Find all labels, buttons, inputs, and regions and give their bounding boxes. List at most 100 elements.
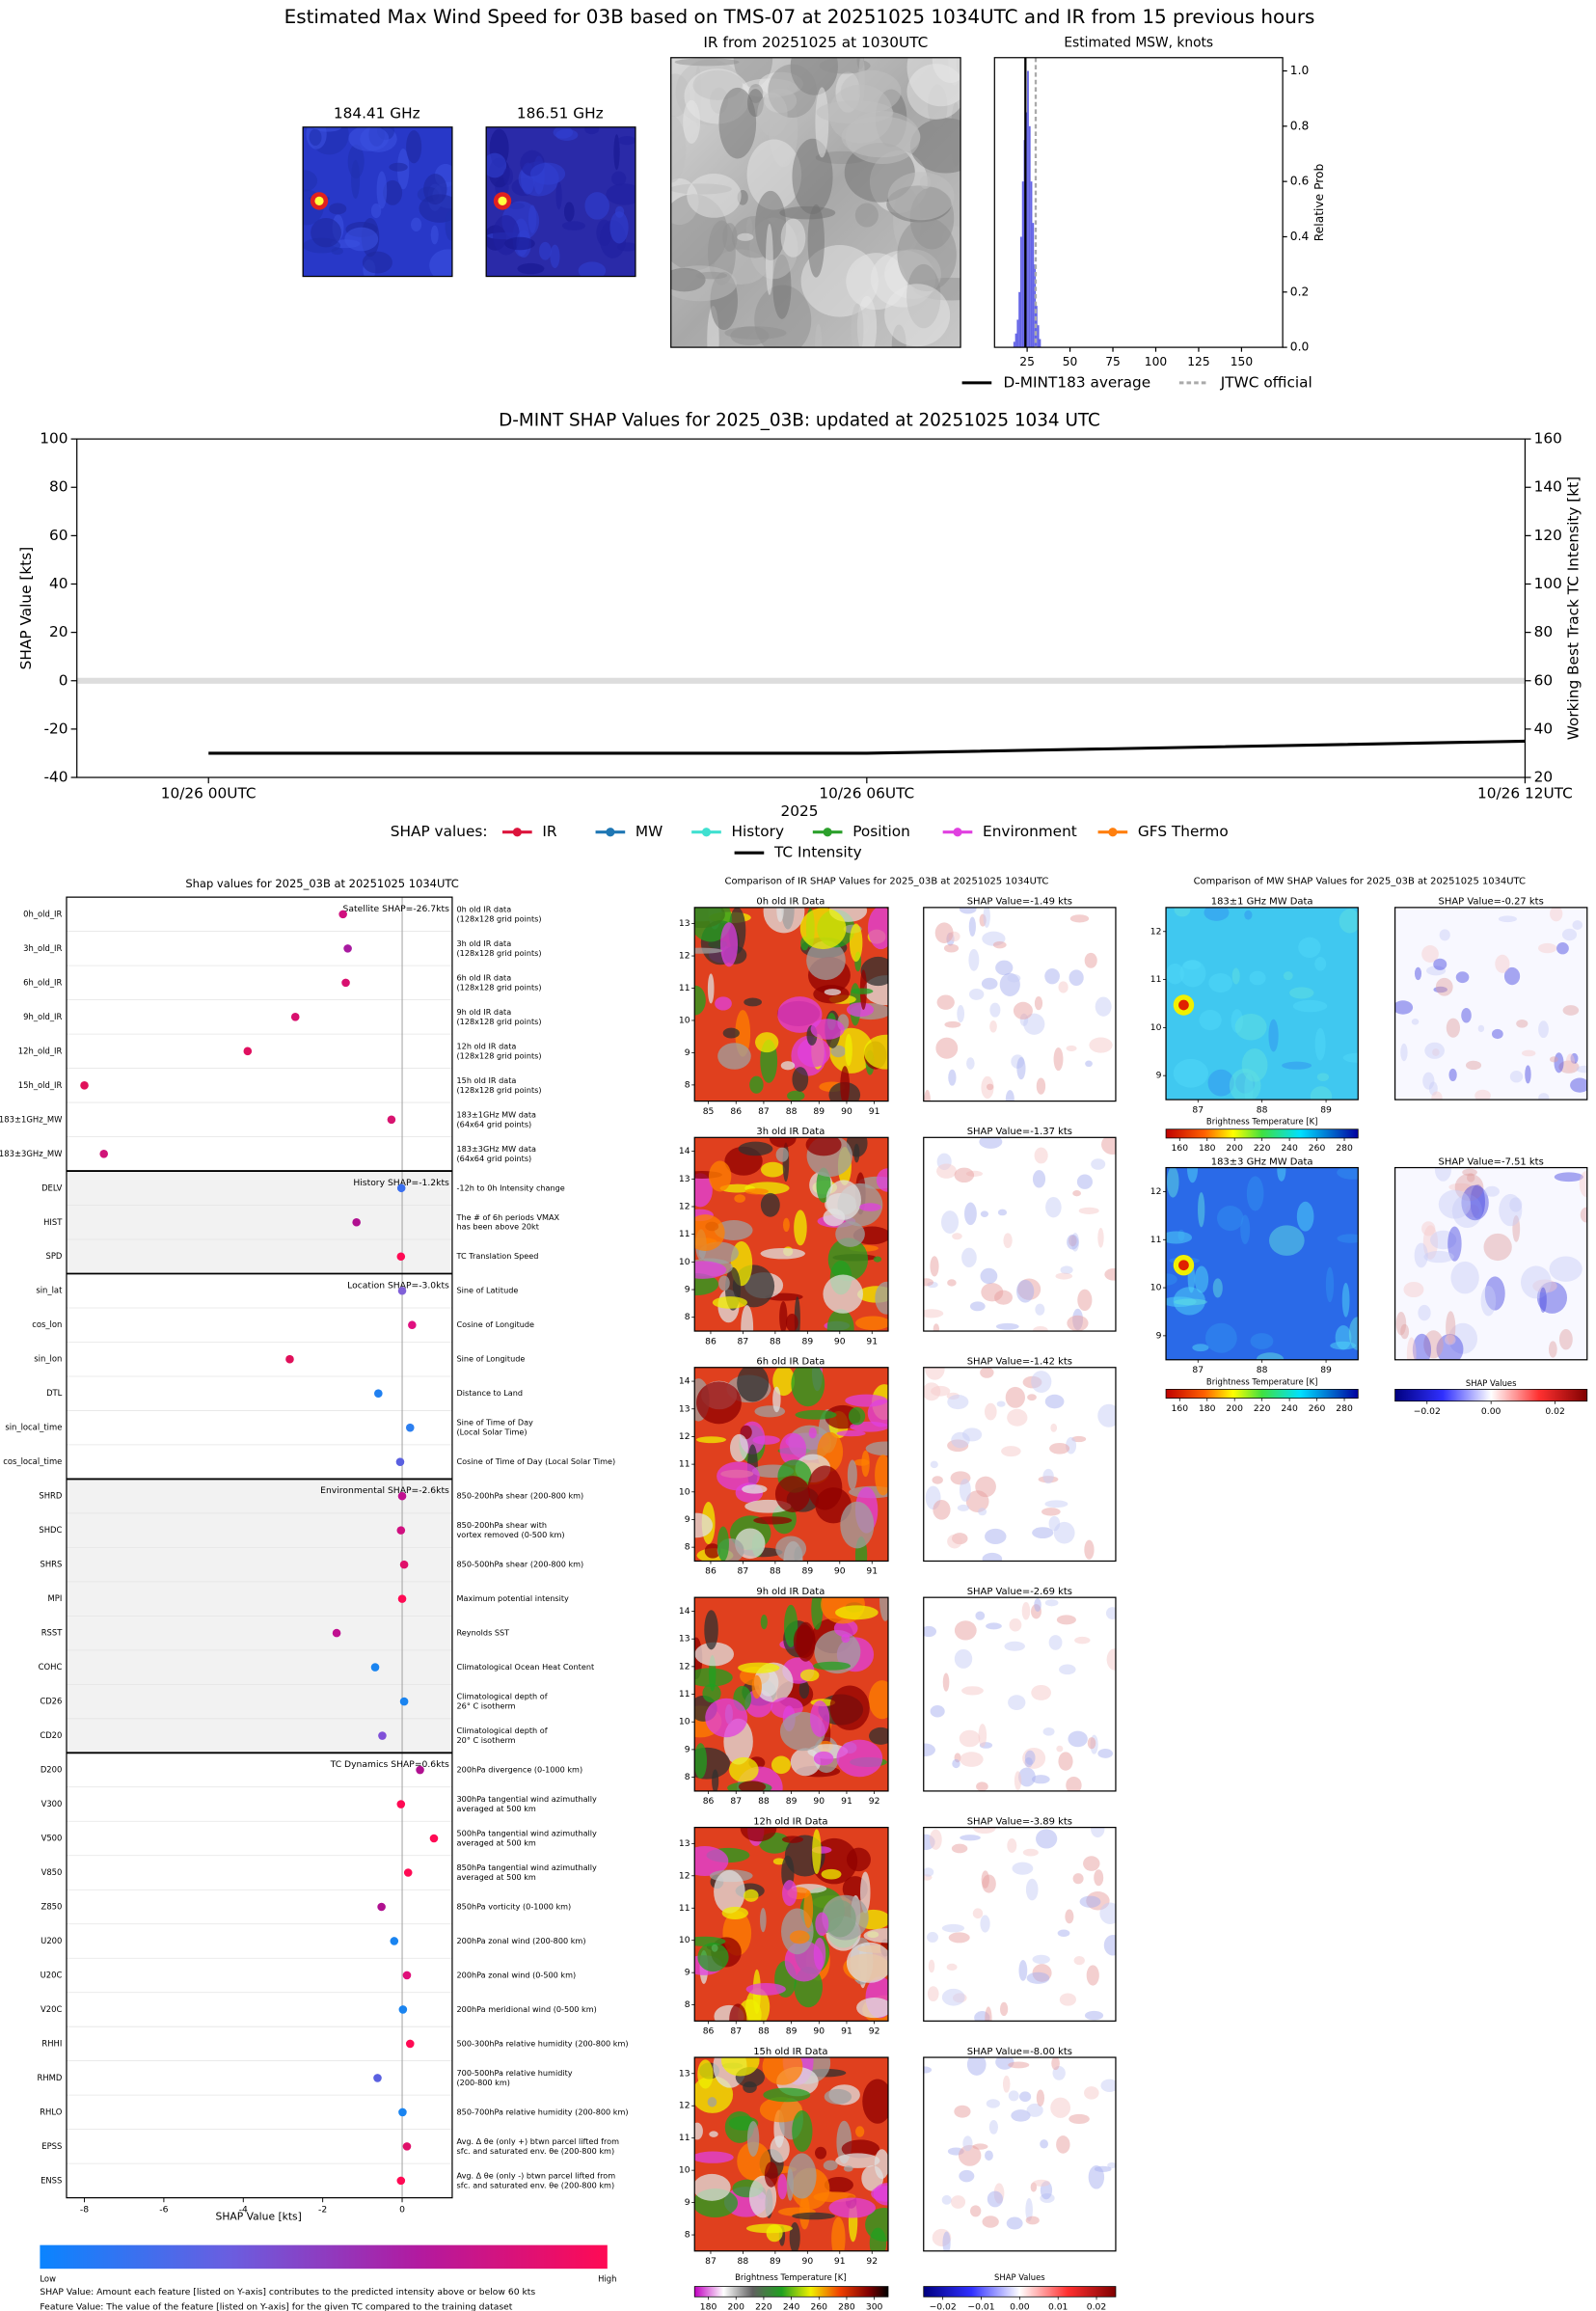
y-tick-label: -20	[43, 720, 68, 737]
image-texture	[811, 1597, 824, 1630]
image-texture	[941, 1210, 960, 1235]
image-texture	[754, 1405, 786, 1418]
image-texture	[757, 92, 788, 137]
image-texture	[879, 1597, 888, 1621]
image-texture	[863, 1928, 888, 1944]
image-texture	[819, 57, 871, 74]
image-frame	[923, 1136, 1117, 1332]
image-texture	[694, 2173, 731, 2201]
x-tick-label: 220	[755, 2302, 772, 2311]
shap-dot	[402, 2142, 412, 2151]
image-texture	[871, 2186, 888, 2202]
x-tick-label: 89	[813, 1106, 825, 1117]
image-texture	[1086, 1965, 1099, 1986]
mw-image	[1166, 1167, 1359, 1360]
feature-label: V850	[41, 1867, 63, 1877]
feature-description: (64x64 grid points)	[457, 1154, 532, 1163]
image-texture	[786, 2167, 794, 2201]
image-texture	[498, 196, 507, 205]
image-texture	[1433, 958, 1447, 970]
image-texture	[1249, 970, 1266, 986]
x-tick-label: 92	[869, 1796, 880, 1807]
shap-image	[923, 1597, 1116, 1791]
image-texture	[555, 181, 562, 210]
feature-description: Distance to Land	[457, 1388, 524, 1398]
y-tick-label: 10	[679, 1717, 690, 1727]
feature-description: 500hPa tangential wind azimuthally	[457, 1829, 598, 1838]
image-texture	[1097, 1403, 1116, 1427]
image-texture	[1431, 1091, 1443, 1101]
image-texture	[975, 1476, 996, 1498]
image-texture	[812, 1829, 822, 1875]
feature-description: Climatological Ocean Heat Content	[457, 1662, 595, 1672]
image-texture	[760, 1161, 785, 1178]
legend-label: Environment	[983, 823, 1077, 840]
image-texture	[1337, 1234, 1359, 1243]
image-texture	[1521, 1049, 1536, 1057]
feature-description: (128x128 grid points)	[457, 1050, 542, 1060]
image-texture	[962, 2135, 973, 2152]
feature-description: Avg. Δ θe (only -) btwn parcel lifted fr…	[457, 2170, 616, 2180]
image-texture	[1411, 1018, 1420, 1025]
image-texture	[930, 1256, 939, 1277]
image-texture	[1084, 952, 1097, 968]
y-tick-label: 10	[1150, 1283, 1162, 1293]
image-texture	[1050, 1423, 1058, 1432]
feature-label: sin_lon	[34, 1354, 62, 1364]
chart-title: Shap values for 2025_03B at 20251025 103…	[185, 877, 458, 890]
colorbar	[1165, 1389, 1359, 1399]
image-texture	[927, 1932, 938, 1944]
image-texture	[887, 172, 955, 221]
feature-description: (64x64 grid points)	[457, 1119, 532, 1128]
image-texture	[947, 1279, 957, 1287]
image-texture	[1536, 1281, 1568, 1314]
image-texture	[979, 1137, 1003, 1149]
image-texture	[1246, 1176, 1264, 1211]
image-texture	[849, 923, 863, 963]
image-texture	[986, 2099, 1000, 2108]
image-texture	[1016, 1056, 1026, 1080]
feature-description: (128x128 grid points)	[457, 913, 542, 923]
x-tick-label: 220	[1254, 1403, 1271, 1414]
image-texture	[923, 1867, 934, 1877]
image-texture	[1549, 1056, 1558, 1063]
y2-axis-label: Working Best Track TC Intensity [kt]	[1564, 476, 1582, 740]
image-texture	[1465, 1204, 1479, 1217]
feature-label: sin_lat	[36, 1286, 63, 1295]
image-texture	[1395, 1311, 1407, 1336]
image-texture	[1167, 1167, 1179, 1198]
image-texture	[985, 1528, 1007, 1545]
image-texture	[941, 2194, 952, 2205]
image-texture	[875, 1455, 888, 1496]
image-texture	[959, 1479, 971, 1502]
image-texture	[1056, 1745, 1064, 1753]
feature-label: SPD	[45, 1251, 62, 1261]
x-tick-label: 220	[1254, 1143, 1271, 1154]
feature-label: Z850	[41, 1901, 63, 1911]
feature-description: The # of 6h periods VMAX	[456, 1212, 560, 1222]
group-label: Location SHAP=-3.0kts	[347, 1280, 449, 1291]
image-texture	[362, 251, 392, 274]
image-texture	[798, 1679, 810, 1699]
legend-marker	[1108, 828, 1118, 837]
feature-description: (128x128 grid points)	[457, 1017, 542, 1026]
ir-image	[694, 1827, 888, 2022]
image-texture	[960, 1752, 984, 1767]
shap-dot	[377, 1902, 386, 1912]
image-texture	[794, 1210, 807, 1246]
image-texture	[1556, 942, 1569, 955]
image-texture	[923, 1382, 941, 1401]
x-tick-label: 50	[1063, 355, 1078, 368]
image-texture	[1570, 1077, 1587, 1093]
image-texture	[777, 996, 823, 1033]
image-texture	[826, 1309, 854, 1332]
image-texture	[950, 2195, 966, 2209]
y-tick-label: 9	[685, 1968, 690, 1978]
image-texture	[1002, 2075, 1011, 2093]
image-texture	[430, 225, 439, 245]
image-texture	[1325, 1266, 1335, 1303]
image-texture	[772, 1386, 781, 1413]
image-texture	[1186, 1167, 1199, 1183]
y-tick-label: 0.8	[1290, 119, 1309, 132]
image-texture	[873, 1256, 882, 1263]
